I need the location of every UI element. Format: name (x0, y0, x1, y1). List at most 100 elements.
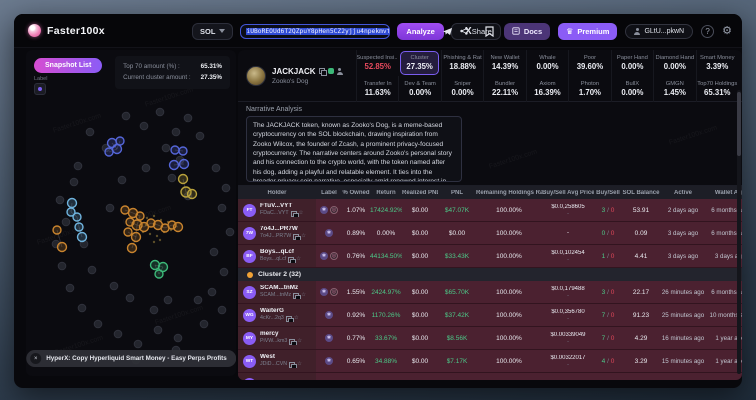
wallet-bubble[interactable] (87, 265, 97, 275)
wallet-bubble[interactable] (109, 281, 119, 291)
stat-cell[interactable]: Suspected Insi... 52.85% (356, 50, 398, 76)
cluster-bubble[interactable] (120, 205, 130, 215)
cluster-bubble[interactable] (186, 188, 198, 200)
promo-banner-icon[interactable]: × (30, 353, 42, 364)
help-icon[interactable]: ? (701, 24, 715, 38)
label-badge-icon[interactable]: ✱ (325, 311, 333, 319)
stat-cell[interactable]: Diamond Hand 0.00% (653, 50, 695, 76)
wallet-bubble[interactable] (149, 305, 159, 315)
holder-address[interactable]: 7o4J...PR7W ☆ (260, 232, 306, 240)
wallet-bubble[interactable] (219, 267, 229, 277)
cluster-bubble[interactable] (111, 143, 123, 155)
wallet-bubble[interactable] (133, 339, 143, 349)
wallet-bubble[interactable] (117, 175, 127, 185)
settings-gear-icon[interactable]: ⚙ (722, 24, 732, 37)
wallet-bubble[interactable] (85, 127, 95, 137)
copy-icon[interactable] (288, 256, 297, 263)
wallet-bubble[interactable] (195, 131, 205, 141)
column-header[interactable]: Wallet Age (714, 189, 742, 196)
cluster-bubble[interactable] (72, 212, 82, 222)
wallet-bubble[interactable] (55, 195, 65, 205)
cluster-bubble[interactable] (180, 186, 192, 198)
x-twitter-icon[interactable]: X (464, 25, 472, 37)
cluster-bubble[interactable] (135, 211, 145, 221)
wallet-bubble[interactable] (209, 247, 219, 257)
copy-icon[interactable] (293, 233, 302, 240)
scrollbar-track[interactable] (737, 90, 741, 374)
stat-cell[interactable]: Axiom 16.39% (525, 76, 568, 102)
wallet-bubble[interactable] (217, 203, 227, 213)
table-row[interactable]: FT FTuV...VYT FDaC...VYT ☆ ✱ ◎ 1.07% 1742… (238, 199, 742, 222)
cluster-bubble[interactable] (170, 145, 180, 155)
wallet-bubble[interactable] (221, 183, 231, 193)
cluster-bubble[interactable] (168, 159, 180, 171)
label-badge-icon[interactable]: ◎ (330, 288, 338, 296)
stat-cell[interactable]: Cluster 27.35% (400, 51, 439, 75)
cluster-bubble[interactable] (126, 242, 138, 254)
wallet-bubble[interactable] (217, 305, 227, 315)
wallet-bubble[interactable] (121, 111, 131, 121)
label-badge-icon[interactable]: ◎ (330, 252, 338, 260)
wallet-bubble[interactable] (207, 287, 217, 297)
label-badge-icon[interactable]: ✱ (325, 357, 333, 365)
wallet-bubble[interactable] (73, 161, 83, 171)
column-header[interactable]: Realized PNL (402, 189, 438, 196)
pump-icon[interactable] (327, 68, 334, 74)
holder-cell[interactable]: WG WaiterG 4cKr...2q3 ☆ (238, 304, 316, 326)
copy-icon[interactable] (318, 68, 327, 76)
stat-cell[interactable]: Top70 Holdings 65.31% (695, 76, 738, 102)
column-header[interactable]: % Owned (342, 189, 370, 196)
holder-address[interactable]: Boys...qLcf ☆ (260, 255, 301, 263)
table-row[interactable]: 7W 7o4J...PR7W 7o4J...PR7W ☆ ✱ 0.89% 0.0… (238, 222, 742, 245)
stat-cell[interactable]: Whale 0.00% (525, 50, 568, 76)
copy-icon[interactable] (290, 210, 299, 217)
logo[interactable]: Faster100x (14, 24, 105, 37)
cluster-bubble[interactable] (66, 197, 78, 209)
column-header[interactable]: Remaining Holdings Ratio (476, 189, 542, 196)
column-header[interactable]: Buy/Sell Avg Price (542, 189, 594, 196)
wallet-bubble[interactable] (163, 295, 173, 305)
holder-address[interactable]: JDiD...CVN ☆ (260, 360, 302, 368)
stat-cell[interactable]: BullX 0.00% (610, 76, 653, 102)
column-header[interactable]: Label (321, 189, 337, 196)
token-address-input[interactable]: iUBoREOUd6T2QZpuY8pHen5CZ2yjju4npekmvtbp… (240, 23, 391, 39)
holder-cell[interactable]: FT FTuV...VYT FDaC...VYT ☆ (238, 199, 316, 221)
wallet-bubble[interactable] (61, 217, 71, 227)
column-header[interactable]: Buy/Sell (596, 189, 620, 196)
cluster-bubble[interactable] (56, 241, 68, 253)
cluster-bubble[interactable] (154, 269, 164, 279)
column-header[interactable]: Return (376, 189, 396, 196)
stat-cell[interactable]: Sniper 0.00% (440, 76, 483, 102)
wallet-bubble[interactable] (167, 173, 177, 183)
wallet-bubble[interactable] (57, 261, 67, 271)
column-header[interactable]: SOL Balance (622, 189, 660, 196)
column-header[interactable]: PNL (451, 189, 463, 196)
holder-address[interactable]: PiVW...km3 ☆ (260, 337, 303, 345)
stat-cell[interactable]: Photon 1.70% (568, 76, 610, 102)
bookmark-icon[interactable] (483, 25, 496, 38)
wallet-bubble[interactable] (65, 283, 75, 293)
stat-cell[interactable]: Poor 39.60% (568, 50, 610, 76)
wallet-button[interactable]: GLtU...pkwN (625, 23, 694, 39)
premium-button[interactable]: ♛ Premium (558, 22, 618, 40)
wallet-bubble[interactable] (153, 325, 163, 335)
table-row[interactable]: KX KXSG...7dte ✱ $0.0,210220 / (238, 373, 742, 380)
wallet-bubble[interactable] (93, 319, 103, 329)
wallet-bubble[interactable] (211, 163, 221, 173)
snapshot-list-button[interactable]: Snapshot List (34, 58, 103, 73)
telegram-icon[interactable] (441, 25, 454, 38)
holder-cell[interactable]: SZ SCAM...tnMz SCAM...tnMz ☆ (238, 281, 316, 303)
cluster-bubble[interactable] (66, 207, 76, 217)
copy-icon[interactable] (289, 338, 298, 345)
promo-banner[interactable]: × HyperX: Copy Hyperliquid Smart Money -… (26, 350, 236, 367)
label-toggle[interactable] (34, 83, 46, 95)
holder-address[interactable]: 4cKr...2q3 ☆ (260, 314, 299, 322)
scrollbar-thumb[interactable] (737, 92, 741, 156)
wallet-bubble[interactable] (69, 177, 79, 187)
wallet-bubble[interactable] (225, 227, 235, 237)
table-row[interactable]: BF Boys...qLcf Boys...qLcf ☆ ✱ ◎ 0.76% 44… (238, 245, 742, 268)
cluster-bubble[interactable] (115, 136, 125, 146)
cluster-bubble[interactable] (76, 231, 88, 243)
cluster-bubble[interactable] (178, 146, 188, 156)
stat-cell[interactable]: Paper Hand 0.00% (610, 50, 653, 76)
